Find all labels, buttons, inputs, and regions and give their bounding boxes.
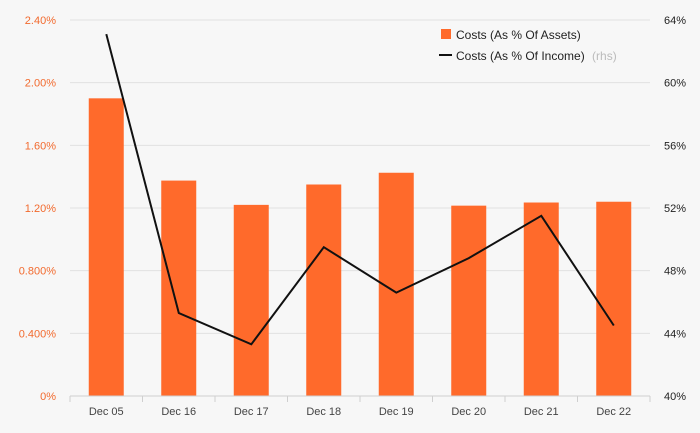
y-right-tick-label: 60%	[664, 78, 686, 90]
y-right-tick-label: 52%	[664, 203, 686, 215]
y-right-tick-label: 48%	[664, 266, 686, 278]
y-left-tick-label: 1.20%	[25, 203, 56, 215]
y-right-tick-label: 40%	[664, 391, 686, 403]
bar	[306, 184, 342, 396]
y-left-tick-label: 2.00%	[25, 78, 56, 90]
bar	[523, 202, 559, 396]
y-left-tick-label: 0.400%	[19, 328, 57, 340]
x-tick-label: Dec 19	[379, 406, 414, 418]
bar	[451, 205, 487, 396]
x-tick-label: Dec 18	[306, 406, 341, 418]
x-tick-label: Dec 22	[596, 406, 631, 418]
series-line	[105, 33, 615, 346]
bar	[596, 201, 632, 396]
x-tick-label: Dec 20	[451, 406, 486, 418]
bar-series	[88, 98, 632, 396]
y-left-tick-label: 1.60%	[25, 140, 56, 152]
y-left-tick-label: 0.800%	[19, 266, 57, 278]
bar	[88, 98, 124, 396]
legend-label-line: Costs (As % Of Income) (rhs)	[456, 49, 617, 63]
y-right-tick-label: 44%	[664, 328, 686, 340]
y-right-tick-label: 64%	[664, 15, 686, 27]
legend-label-line-suffix: (rhs)	[592, 49, 617, 63]
axes: Dec 05 Dec 16 Dec 17 Dec 18 Dec 19 Dec 20 Dec …	[19, 15, 687, 418]
legend-swatch-bar	[441, 29, 451, 39]
x-tick-label: Dec 16	[161, 406, 196, 418]
legend: Costs (As % Of Assets) Costs (As % Of In…	[439, 28, 617, 63]
legend-label-bar: Costs (As % Of Assets)	[456, 28, 581, 42]
y-right-tick-label: 56%	[664, 140, 686, 152]
x-tick-label: Dec 21	[524, 406, 559, 418]
x-tick-label: Dec 05	[89, 406, 124, 418]
bar	[161, 180, 197, 396]
x-tick-label: Dec 17	[234, 406, 269, 418]
line-series	[105, 33, 615, 346]
legend-label-line-name: Costs (As % Of Income)	[456, 49, 585, 63]
y-left-tick-label: 2.40%	[25, 15, 56, 27]
bar	[233, 204, 269, 396]
y-left-tick-label: 0%	[40, 391, 56, 403]
